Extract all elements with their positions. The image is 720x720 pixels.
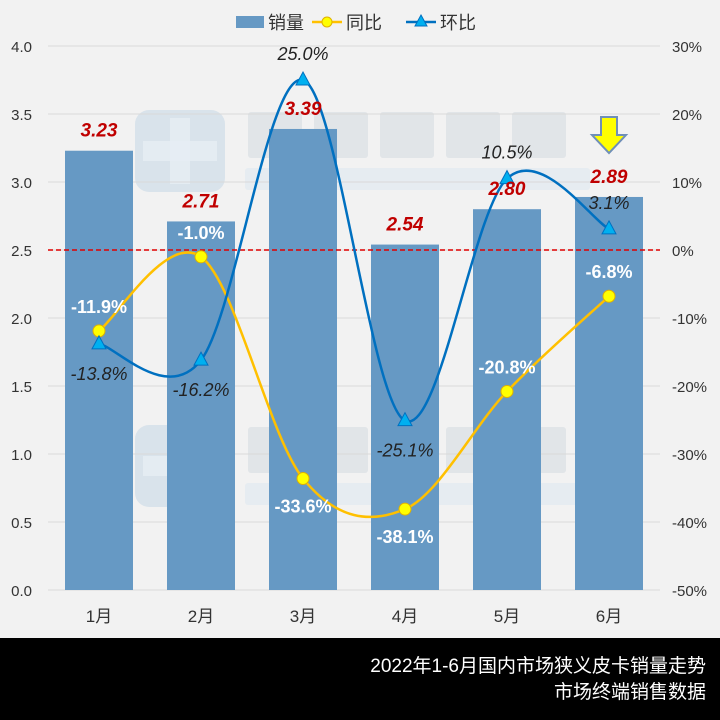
mom-label: 3.1% bbox=[588, 193, 629, 213]
y-right-tick: -50% bbox=[672, 583, 707, 600]
mom-label: -25.1% bbox=[376, 441, 433, 461]
bar-label: 3.23 bbox=[81, 121, 118, 142]
legend-swatch-bar bbox=[236, 16, 264, 28]
marker-环比 bbox=[499, 169, 515, 185]
marker-同比 bbox=[602, 289, 616, 303]
footer-subtitle: 市场终端销售数据 bbox=[553, 682, 706, 703]
legend-marker bbox=[321, 16, 333, 28]
yoy-label: -33.6% bbox=[274, 496, 331, 516]
yoy-label: -1.0% bbox=[177, 223, 224, 243]
chart: 0.0 0.5 1.0 1.5 2.0 2.5 3.0 3.5 4.0 -50% -40% -30% -… bbox=[11, 13, 707, 626]
y-left-tick: 1.0 bbox=[11, 447, 32, 464]
y-left-tick: 3.0 bbox=[11, 175, 32, 192]
mom-label: 10.5% bbox=[481, 143, 532, 163]
mom-label: -13.8% bbox=[70, 364, 127, 384]
x-tick: 6月 bbox=[596, 607, 622, 626]
bar-2月 bbox=[167, 221, 235, 590]
bar-label: 2.89 bbox=[590, 167, 628, 188]
yoy-label: -6.8% bbox=[585, 262, 632, 282]
legend-marker bbox=[414, 13, 428, 27]
yoy-label: -20.8% bbox=[478, 357, 535, 377]
y-left-tick: 0.0 bbox=[11, 583, 32, 600]
y-left-tick: 2.0 bbox=[11, 311, 32, 328]
y-right-tick: -30% bbox=[672, 447, 707, 464]
y-right-tick: 10% bbox=[672, 175, 702, 192]
x-tick: 3月 bbox=[290, 607, 316, 626]
marker-环比 bbox=[295, 70, 311, 86]
y-right-tick: 20% bbox=[672, 107, 702, 124]
y-right-tick: -40% bbox=[672, 515, 707, 532]
y-left-tick: 1.5 bbox=[11, 379, 32, 396]
y-left-tick: 0.5 bbox=[11, 515, 32, 532]
marker-同比 bbox=[398, 502, 412, 516]
y-left-tick: 4.0 bbox=[11, 39, 32, 56]
bar-label: 2.54 bbox=[386, 215, 424, 236]
footer: 2022年1-6月国内市场狭义皮卡销量走势 市场终端销售数据 bbox=[0, 638, 720, 720]
marker-环比 bbox=[193, 351, 209, 366]
x-tick: 4月 bbox=[392, 607, 418, 626]
y-right-tick: 30% bbox=[672, 39, 702, 56]
mom-label: -16.2% bbox=[172, 380, 229, 400]
bar-label: 2.71 bbox=[182, 191, 220, 212]
bar-6月 bbox=[575, 196, 643, 590]
bar-5月 bbox=[473, 209, 541, 590]
y-right-tick: -20% bbox=[672, 379, 707, 396]
marker-同比 bbox=[296, 471, 310, 485]
legend-label: 同比 bbox=[346, 13, 382, 33]
y-right-tick: -10% bbox=[672, 311, 707, 328]
legend-label: 环比 bbox=[440, 13, 476, 33]
y-right-tick: 0% bbox=[672, 243, 694, 260]
marker-环比 bbox=[91, 334, 107, 350]
down-arrow-icon bbox=[589, 116, 629, 155]
marker-环比 bbox=[601, 219, 617, 235]
marker-同比 bbox=[194, 250, 208, 264]
bar-3月 bbox=[269, 128, 337, 590]
y-left-tick: 3.5 bbox=[11, 107, 32, 124]
marker-同比 bbox=[500, 384, 514, 398]
marker-环比 bbox=[397, 411, 413, 427]
x-tick: 2月 bbox=[188, 607, 214, 626]
bar-1月 bbox=[65, 150, 133, 590]
footer-title: 2022年1-6月国内市场狭义皮卡销量走势 bbox=[370, 656, 706, 677]
mom-label: 25.0% bbox=[276, 44, 328, 64]
legend-label: 销量 bbox=[268, 13, 304, 33]
y-left-tick: 2.5 bbox=[11, 243, 32, 260]
x-tick: 5月 bbox=[494, 607, 520, 626]
bar-label: 2.80 bbox=[488, 179, 526, 200]
yoy-label: -38.1% bbox=[376, 527, 433, 547]
yoy-label: -11.9% bbox=[71, 297, 127, 317]
bar-label: 3.39 bbox=[285, 99, 322, 120]
x-tick: 1月 bbox=[86, 607, 112, 626]
